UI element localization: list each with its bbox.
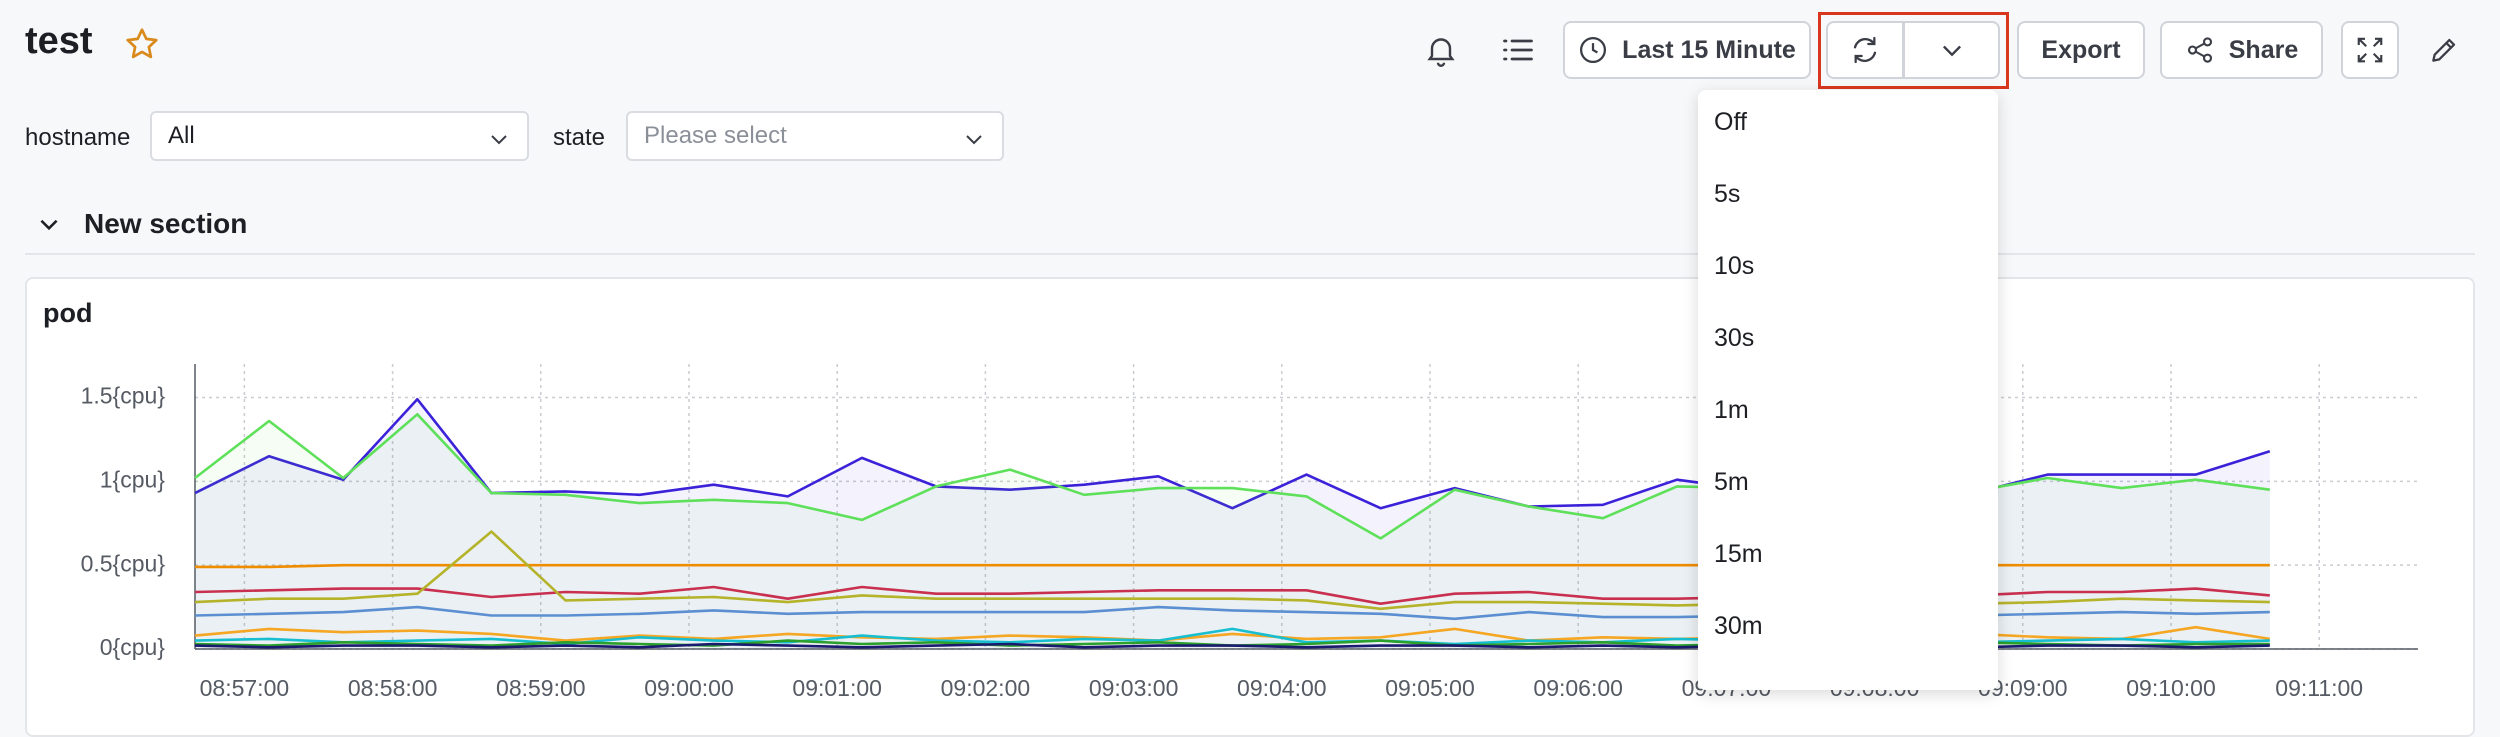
share-button[interactable]: Share — [2160, 21, 2323, 79]
fullscreen-icon — [2357, 37, 2383, 63]
y-tick-label: 0{cpu} — [100, 634, 166, 660]
export-button[interactable]: Export — [2017, 21, 2145, 79]
section-title: New section — [84, 208, 248, 239]
y-tick-label: 1.5{cpu} — [81, 383, 166, 409]
menu-option[interactable]: 5s — [1714, 180, 1741, 208]
x-tick-label: 09:02:00 — [941, 675, 1031, 701]
share-icon — [2187, 37, 2212, 63]
x-tick-label: 08:59:00 — [496, 675, 586, 701]
share-label: Share — [2228, 35, 2299, 64]
clock-icon — [1580, 37, 1607, 63]
section-divider — [25, 253, 2475, 255]
chevron-icon — [491, 135, 507, 145]
time-range-label: Last 15 Minute — [1622, 35, 1796, 64]
edit-icon[interactable] — [2428, 34, 2460, 66]
menu-option[interactable]: Off — [1714, 108, 1747, 136]
refresh-button[interactable] — [1826, 21, 1904, 79]
x-tick-label: 09:10:00 — [2126, 675, 2216, 701]
filter-label: state — [553, 124, 606, 151]
menu-option[interactable]: 10s — [1714, 252, 1755, 280]
select-placeholder: Please select — [644, 122, 787, 149]
x-tick-label: 09:11:00 — [2275, 675, 2363, 701]
x-tick-label: 09:03:00 — [1089, 675, 1179, 701]
highlight-box — [1818, 12, 2009, 89]
x-tick-label: 09:06:00 — [1533, 675, 1623, 701]
panel — [25, 277, 2475, 737]
menu-option[interactable]: 30s — [1714, 324, 1755, 352]
chevron-icon — [966, 135, 982, 145]
refresh-interval-menu: Off 5s 10s 30s 1m 5m 15m 30m — [1698, 90, 1998, 690]
dashboard: test Last 15 Minute Export Share hostnam… — [25, 12, 2475, 737]
fullscreen-button[interactable] — [2341, 21, 2399, 79]
chart: 0{cpu} 0.5{cpu} 1{cpu} 1.5{cpu} 08:57:00 08:5… — [81, 364, 2418, 701]
x-tick-label: 09:05:00 — [1385, 675, 1475, 701]
refresh-interval-toggle[interactable] — [1903, 21, 2000, 79]
filter-label: hostname — [25, 124, 131, 151]
y-tick-label: 0.5{cpu} — [81, 550, 166, 576]
y-tick-label: 1{cpu} — [100, 466, 166, 492]
x-tick-label: 09:01:00 — [792, 675, 882, 701]
export-label: Export — [2041, 35, 2121, 64]
dashboard-title: test — [25, 20, 93, 62]
x-tick-label: 09:00:00 — [644, 675, 734, 701]
time-range-button[interactable]: Last 15 Minute — [1563, 21, 1811, 79]
x-tick-label: 08:58:00 — [348, 675, 438, 701]
collapse-icon[interactable] — [36, 211, 62, 237]
menu-option[interactable]: 15m — [1714, 540, 1763, 568]
chevron-icon — [1942, 45, 1961, 57]
refresh-icon — [1853, 36, 1877, 64]
menu-option[interactable]: 5m — [1714, 468, 1749, 496]
x-tick-label: 08:57:00 — [200, 675, 290, 701]
state-select[interactable]: Please select — [626, 111, 1004, 161]
star-icon[interactable] — [124, 26, 160, 62]
menu-option[interactable]: 30m — [1714, 612, 1763, 640]
select-value: All — [168, 122, 195, 149]
panel-title: pod — [43, 298, 93, 328]
hostname-select[interactable]: All — [150, 111, 529, 161]
list-icon[interactable] — [1500, 32, 1536, 68]
x-tick-label: 09:04:00 — [1237, 675, 1327, 701]
menu-option[interactable]: 1m — [1714, 396, 1749, 424]
alert-icon[interactable] — [1423, 32, 1459, 68]
